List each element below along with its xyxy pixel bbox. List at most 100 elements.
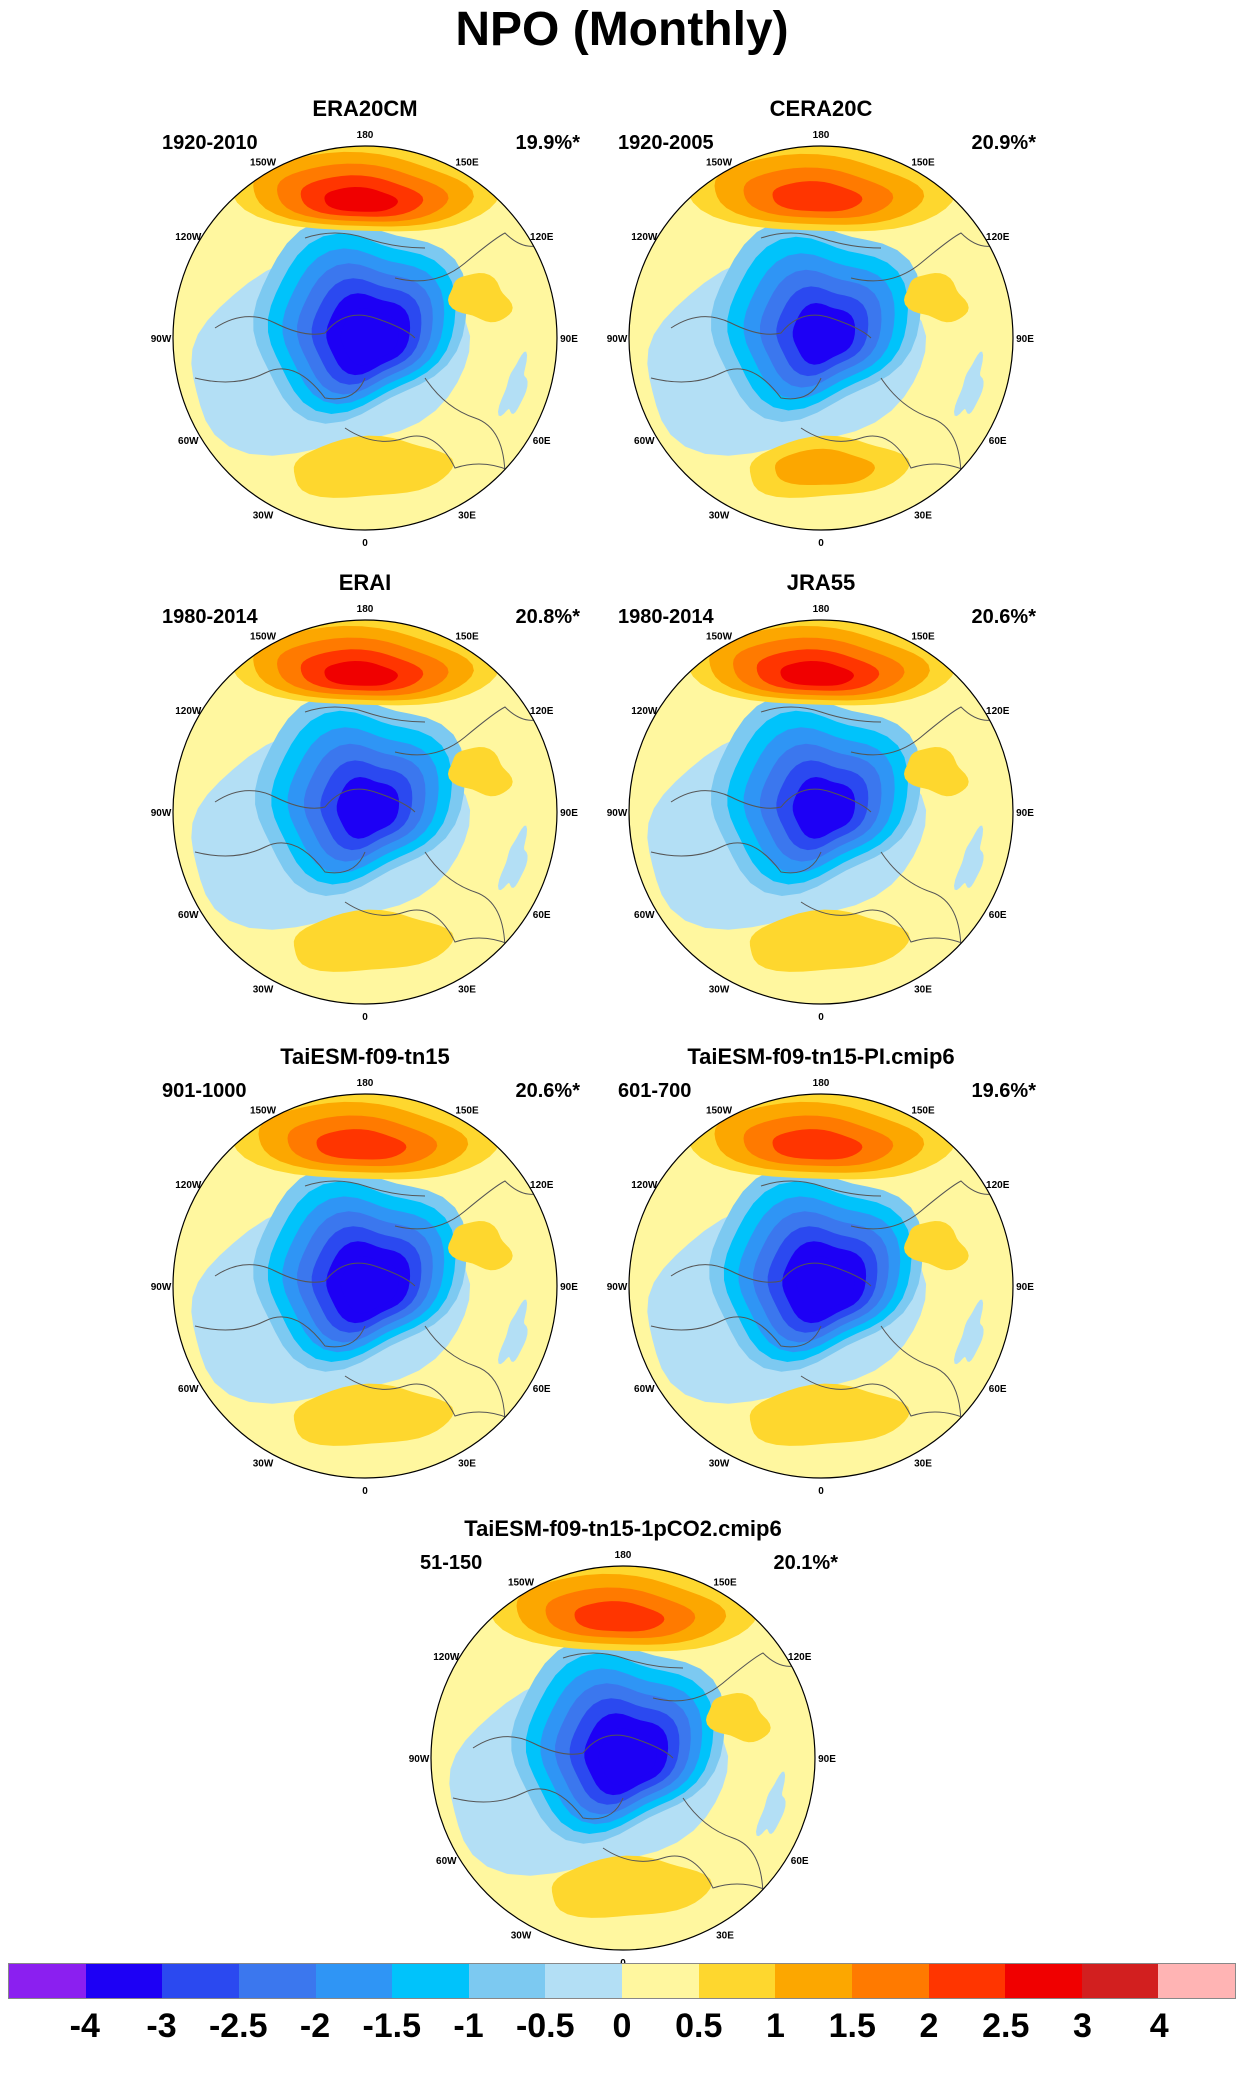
longitude-label: 120E — [530, 1180, 554, 1191]
colorbar-box — [162, 1964, 239, 1998]
positive-contour — [448, 747, 513, 797]
longitude-label: 180 — [357, 130, 374, 141]
longitude-label: 120W — [631, 232, 658, 243]
negative-contour — [336, 777, 400, 839]
longitude-label: 90E — [560, 1282, 578, 1293]
longitude-label: 0 — [818, 538, 824, 549]
coastline — [424, 1325, 506, 1427]
longitude-label: 90E — [818, 1754, 836, 1765]
coastline — [650, 842, 822, 874]
longitude-label: 0 — [818, 1012, 824, 1023]
longitude-label: 60W — [634, 436, 655, 447]
longitude-label: 120E — [530, 706, 554, 717]
coastline — [682, 1797, 764, 1899]
longitude-label: 90E — [1016, 1282, 1034, 1293]
negative-region — [954, 351, 984, 417]
coastline — [394, 1180, 546, 1230]
coastline — [880, 1325, 962, 1427]
contour-field — [173, 620, 557, 1004]
map-panel: TaiESM-f09-tn15-PI.cmip6 601-700 19.6%* 180… — [596, 1044, 1046, 1514]
longitude-label: 90W — [151, 334, 172, 345]
colorbar-box — [315, 1964, 393, 1998]
panel-variance: 20.6%* — [971, 606, 1037, 628]
panel-period: 1920-2005 — [618, 132, 714, 154]
coastline — [650, 368, 822, 400]
map-panel: ERAI 1980-2014 20.8%* 180 150E 120E 90E 60E 30E 0… — [140, 570, 590, 1040]
colorbar-box — [468, 1964, 546, 1998]
longitude-label: 60E — [533, 436, 551, 447]
coastline — [880, 377, 962, 479]
colorbar-box — [238, 1964, 316, 1998]
colorbar-tick-label: -2.5 — [208, 2007, 268, 2045]
longitude-label: 0 — [818, 1486, 824, 1497]
colorbar-tick-label: 1.5 — [828, 2007, 876, 2045]
coastline — [424, 377, 506, 479]
coastline — [344, 1375, 516, 1422]
coastline — [214, 314, 416, 339]
colorbar-box — [1081, 1964, 1159, 1998]
panel-title: ERA20CM — [312, 96, 418, 121]
positive-contour — [293, 1383, 454, 1446]
panel-title: ERAI — [338, 570, 392, 595]
longitude-label: 60E — [533, 1384, 551, 1395]
positive-contour — [706, 1693, 771, 1743]
coastline — [394, 232, 546, 282]
negative-contour — [796, 1256, 855, 1314]
longitude-label: 30W — [709, 1459, 730, 1470]
longitude-label: 150W — [250, 631, 277, 642]
longitude-label: 30W — [253, 511, 274, 522]
longitude-label: 30E — [458, 511, 476, 522]
map-boundary — [172, 619, 558, 1005]
colorbar-tick-label: -2 — [299, 2007, 331, 2045]
negative-region — [756, 1771, 786, 1837]
longitude-label: 30W — [253, 1459, 274, 1470]
coastline — [194, 1316, 366, 1348]
longitude-label: 0 — [362, 1012, 368, 1023]
coastline — [194, 842, 366, 874]
positive-contour — [772, 1129, 863, 1160]
longitude-label: 120E — [788, 1652, 812, 1663]
colorbar-box — [9, 1964, 86, 1998]
longitude-label: 0 — [362, 538, 368, 549]
longitude-label: 120W — [175, 706, 202, 717]
positive-contour — [551, 1855, 712, 1918]
negative-contour — [792, 777, 856, 839]
map-boundary — [628, 145, 1014, 531]
coastline — [760, 232, 882, 249]
longitude-label: 150E — [455, 1105, 479, 1116]
coastline — [304, 706, 426, 723]
longitude-label: 30E — [914, 1459, 932, 1470]
coastline — [194, 368, 366, 400]
longitude-label: 30E — [914, 985, 932, 996]
longitude-label: 30E — [458, 985, 476, 996]
longitude-label: 30W — [253, 985, 274, 996]
colorbar-tick-label: 0.5 — [675, 2007, 723, 2045]
longitude-label: 120W — [175, 232, 202, 243]
positive-contour — [448, 273, 513, 323]
panel-period: 1920-2010 — [162, 132, 258, 154]
coastline — [472, 1734, 674, 1759]
positive-contour — [293, 435, 454, 498]
coastline — [760, 706, 882, 723]
colorbar-tick-label: 2.5 — [982, 2007, 1030, 2045]
colorbar-box — [775, 1964, 852, 1998]
coastline — [880, 851, 962, 953]
positive-contour — [448, 1221, 513, 1271]
panel-variance: 20.8%* — [515, 606, 581, 628]
longitude-label: 0 — [362, 1486, 368, 1497]
colorbar-box — [622, 1964, 699, 1998]
colorbar — [8, 1963, 1236, 1999]
colorbar-tick-label: 1 — [766, 2007, 785, 2045]
negative-contour — [340, 308, 399, 366]
colorbar-labels: -4 -3 -2.5 -2 -1.5 -1 -0.5 0 0.5 1 1.5 2 2.5 3 4 — [0, 2004, 1244, 2054]
colorbar-box — [85, 1964, 163, 1998]
panel-period: 901-1000 — [162, 1080, 247, 1102]
longitude-label: 180 — [615, 1550, 632, 1561]
coastline — [602, 1847, 774, 1894]
longitude-label: 150E — [911, 157, 935, 168]
